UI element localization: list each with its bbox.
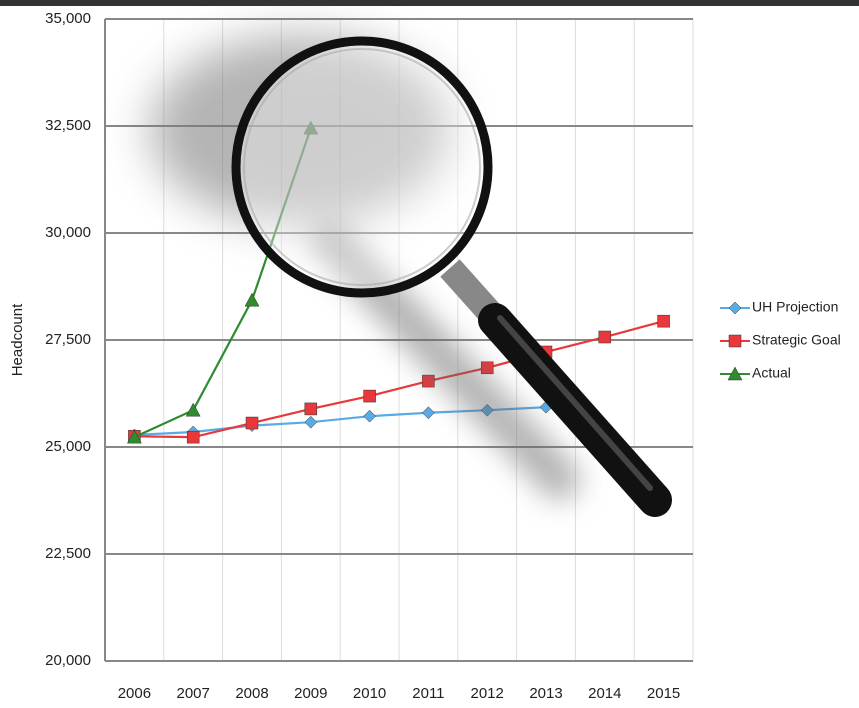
legend-marker: [728, 334, 742, 348]
series-line: [134, 320, 664, 439]
legend-marker: [728, 301, 742, 315]
x-tick-label: 2013: [529, 685, 562, 702]
legend-label: Actual: [752, 365, 791, 381]
data-point: [244, 292, 260, 307]
data-point: [186, 430, 200, 444]
data-point: [245, 416, 259, 430]
y-tick-label: 35,000: [45, 10, 91, 27]
magnifier-decoration: [150, 35, 672, 517]
y-tick-label: 22,500: [45, 545, 91, 562]
x-tick-label: 2008: [235, 685, 268, 702]
data-point: [657, 314, 670, 328]
x-tick-label: 2007: [177, 685, 210, 702]
data-point: [480, 361, 494, 375]
y-tick-label: 20,000: [45, 652, 91, 669]
x-tick-label: 2010: [353, 685, 386, 702]
y-tick-label: 30,000: [45, 224, 91, 241]
y-tick-label: 32,500: [45, 117, 91, 134]
y-axis-title: Headcount: [9, 303, 26, 376]
x-tick-label: 2014: [588, 685, 621, 702]
data-point: [422, 406, 435, 420]
legend-label: Strategic Goal: [752, 332, 841, 348]
data-point: [304, 415, 318, 429]
x-tick-label: 2011: [412, 685, 444, 702]
data-point: [363, 409, 376, 423]
x-tick-label: 2015: [647, 685, 680, 702]
data-point: [598, 330, 612, 344]
x-tick-label: 2009: [294, 685, 327, 702]
legend-label: UH Projection: [752, 299, 838, 315]
y-tick-label: 27,500: [45, 331, 91, 348]
data-point: [304, 402, 318, 416]
legend-marker: [727, 366, 743, 381]
data-point: [363, 389, 376, 403]
data-point: [185, 402, 201, 417]
x-tick-label: 2006: [118, 685, 151, 702]
y-tick-label: 25,000: [45, 438, 91, 455]
data-point: [422, 374, 435, 388]
data-point: [126, 429, 142, 444]
x-tick-label: 2012: [471, 685, 504, 702]
top-border: [0, 0, 859, 6]
